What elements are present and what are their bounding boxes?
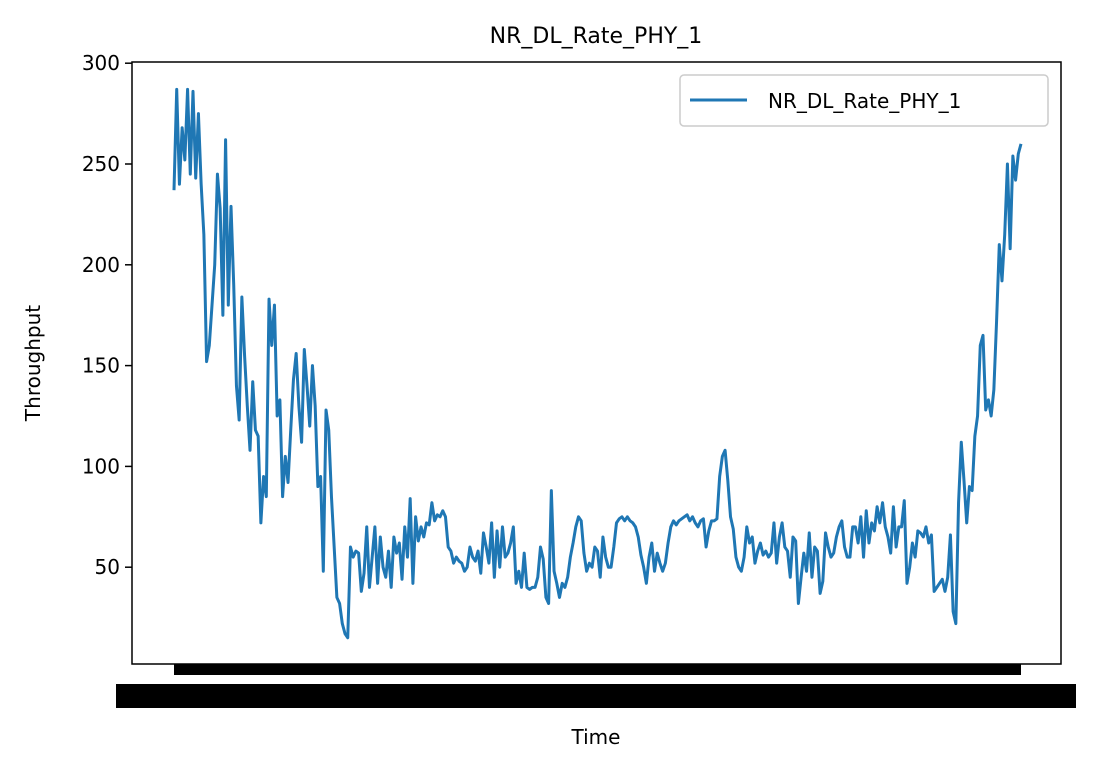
y-axis-label: Throughput [21,305,45,422]
y-tick-label: 250 [82,152,120,176]
x-tick-labels-band [116,684,1076,708]
plot-frame [131,61,1062,665]
series-line [172,87,1023,640]
legend-label: NR_DL_Rate_PHY_1 [768,89,961,113]
y-tick-label: 50 [95,555,120,579]
y-tick-label: 100 [82,454,120,478]
y-tick-label: 200 [82,253,120,277]
legend-box [679,74,1049,127]
y-tick-label: 300 [82,51,120,75]
y-axis-ticks: 50 100 150 200 250 300 [82,51,132,579]
x-axis-label: Time [571,725,621,749]
chart-title: NR_DL_Rate_PHY_1 [490,24,703,49]
legend: NR_DL_Rate_PHY_1 [679,74,1049,127]
x-tick-marks-band [174,664,1021,675]
y-tick-label: 150 [82,354,120,378]
